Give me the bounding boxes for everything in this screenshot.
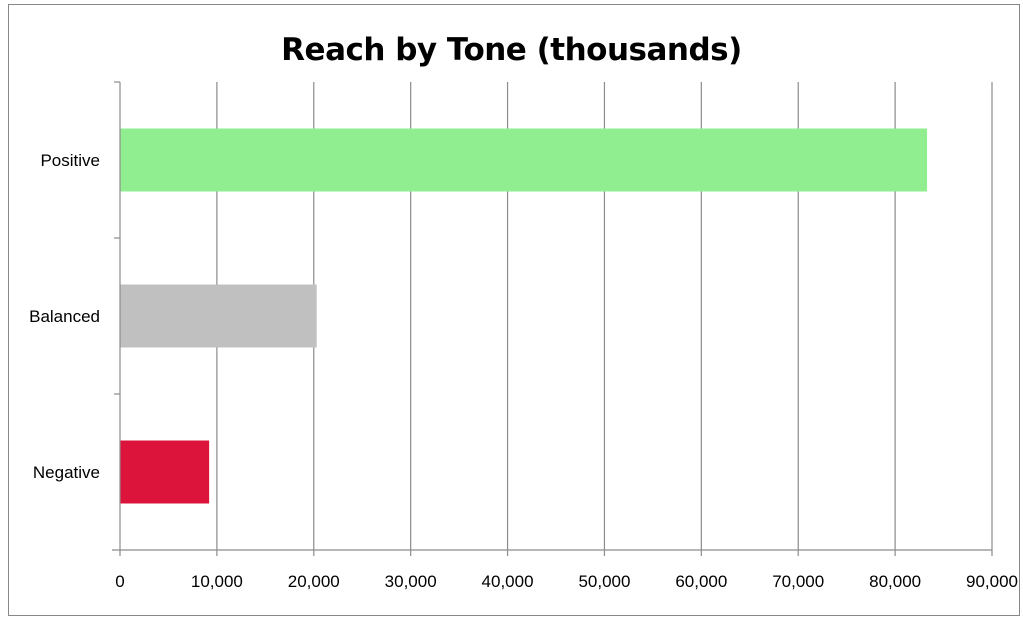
x-tick-label: 10,000 xyxy=(191,572,243,591)
x-tick-label: 70,000 xyxy=(772,572,824,591)
x-tick-label: 30,000 xyxy=(385,572,437,591)
y-tick-label: Positive xyxy=(40,151,100,170)
x-tick-label: 0 xyxy=(115,572,124,591)
bar-negative xyxy=(120,440,210,504)
bar-balanced xyxy=(120,284,317,348)
x-tick-label: 20,000 xyxy=(288,572,340,591)
axes xyxy=(112,81,993,556)
x-tick-label: 80,000 xyxy=(869,572,921,591)
x-tick-label: 40,000 xyxy=(482,572,534,591)
bar-positive xyxy=(120,128,928,192)
x-tick-labels: 0 10,000 20,000 30,000 40,000 50,000 60,000 70,… xyxy=(115,572,1018,591)
y-tick-label: Negative xyxy=(33,463,100,482)
x-tick-label: 90,000 xyxy=(966,572,1018,591)
x-tick-label: 60,000 xyxy=(675,572,727,591)
x-tick-label: 50,000 xyxy=(578,572,630,591)
y-tick-label: Balanced xyxy=(29,307,100,326)
chart-title: Reach by Tone (thousands) xyxy=(281,32,742,68)
bars xyxy=(120,128,928,504)
y-tick-labels: Positive Balanced Negative xyxy=(29,151,100,482)
